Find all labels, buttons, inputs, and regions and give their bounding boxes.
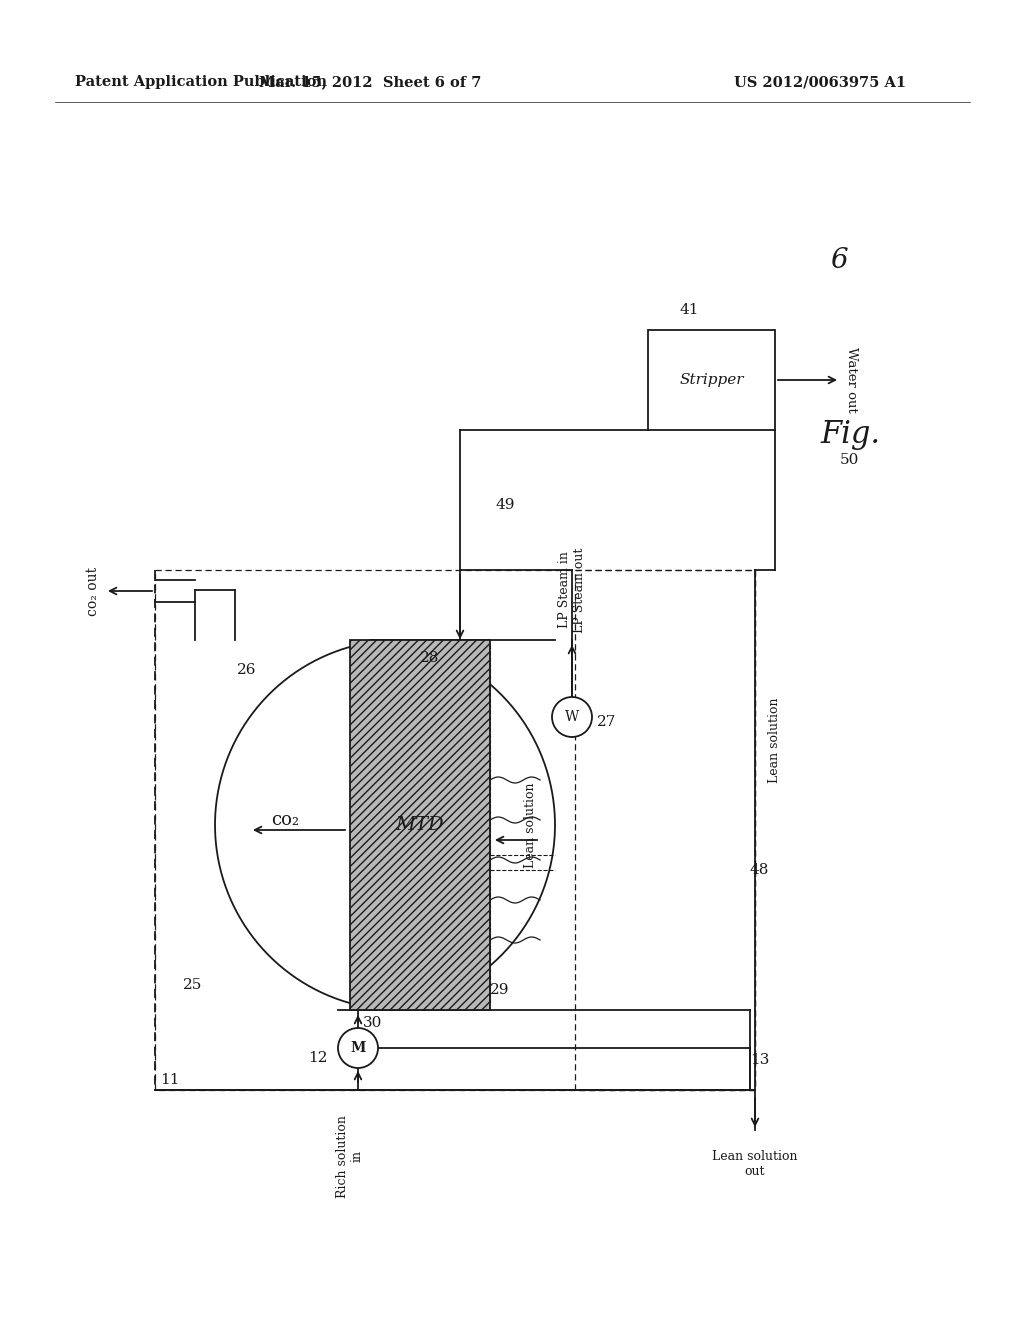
Text: 6: 6 bbox=[830, 247, 848, 273]
Text: Lean solution: Lean solution bbox=[768, 697, 781, 783]
Text: 41: 41 bbox=[680, 304, 699, 317]
Text: US 2012/0063975 A1: US 2012/0063975 A1 bbox=[734, 75, 906, 88]
Text: Water out: Water out bbox=[845, 347, 858, 413]
Text: 50: 50 bbox=[840, 453, 859, 467]
Polygon shape bbox=[215, 640, 555, 1010]
Text: Lean solution
out: Lean solution out bbox=[713, 1150, 798, 1177]
Text: W: W bbox=[565, 710, 580, 723]
Text: 48: 48 bbox=[750, 863, 769, 876]
Text: 25: 25 bbox=[183, 978, 203, 993]
Text: co₂: co₂ bbox=[271, 810, 299, 829]
Text: 27: 27 bbox=[597, 715, 616, 729]
Text: Fig.: Fig. bbox=[820, 420, 880, 450]
Circle shape bbox=[338, 1028, 378, 1068]
Text: MTD: MTD bbox=[395, 816, 444, 834]
Text: Mar. 15, 2012  Sheet 6 of 7: Mar. 15, 2012 Sheet 6 of 7 bbox=[259, 75, 481, 88]
Text: Lean solution: Lean solution bbox=[523, 783, 537, 867]
Text: LP Steam in
LP Steam out: LP Steam in LP Steam out bbox=[558, 548, 586, 632]
Text: Patent Application Publication: Patent Application Publication bbox=[75, 75, 327, 88]
Text: 12: 12 bbox=[308, 1051, 328, 1065]
Text: 11: 11 bbox=[160, 1073, 179, 1086]
Text: 28: 28 bbox=[420, 651, 439, 665]
Text: 26: 26 bbox=[237, 663, 256, 677]
Text: Stripper: Stripper bbox=[679, 374, 743, 387]
Text: 49: 49 bbox=[495, 498, 514, 512]
Polygon shape bbox=[350, 640, 490, 1010]
Circle shape bbox=[552, 697, 592, 737]
Text: 13: 13 bbox=[750, 1053, 769, 1067]
Text: co₂ out: co₂ out bbox=[86, 566, 100, 615]
Text: M: M bbox=[350, 1041, 366, 1055]
Text: 29: 29 bbox=[490, 983, 510, 997]
Text: 30: 30 bbox=[362, 1016, 382, 1030]
Text: Rich solution
in: Rich solution in bbox=[336, 1115, 364, 1197]
